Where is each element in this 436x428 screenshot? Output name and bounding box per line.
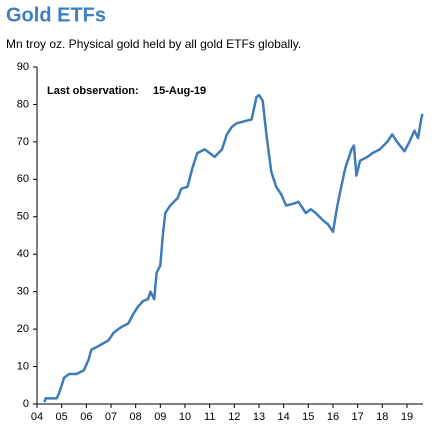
x-tick-label: 15 [302, 411, 314, 423]
x-tick-label: 14 [278, 411, 290, 423]
chart-subtitle: Mn troy oz. Physical gold held by all go… [6, 37, 301, 51]
y-tick-label: 20 [17, 323, 29, 335]
chart-title: Gold ETFs [6, 4, 106, 26]
x-tick-label: 09 [154, 411, 166, 423]
series-line [43, 93, 424, 403]
y-tick-label: 90 [17, 61, 29, 73]
y-tick-label: 60 [17, 173, 29, 185]
y-tick-label: 10 [17, 360, 29, 372]
x-tick-label: 16 [327, 411, 339, 423]
annotation: Last observation: [47, 85, 139, 97]
x-tick-label: 06 [80, 411, 92, 423]
x-tick-label: 13 [253, 411, 265, 423]
x-tick-label: 11 [204, 411, 215, 423]
x-tick-label: 12 [228, 411, 240, 423]
x-tick-label: 18 [376, 411, 388, 423]
x-tick-label: 08 [130, 411, 142, 423]
x-tick-label: 17 [352, 411, 364, 423]
x-tick-label: 10 [179, 411, 191, 423]
x-tick-label: 19 [401, 411, 413, 423]
x-tick-label: 04 [31, 411, 43, 423]
y-tick-label: 0 [23, 398, 29, 410]
y-tick-label: 40 [17, 248, 29, 260]
y-tick-label: 70 [17, 136, 29, 148]
y-tick-label: 30 [17, 286, 29, 298]
x-tick-label: 07 [105, 411, 117, 423]
x-tick-label: 05 [56, 411, 68, 423]
y-tick-label: 50 [17, 211, 29, 223]
y-tick-label: 80 [17, 98, 29, 110]
annotation: 15-Aug-19 [153, 85, 206, 97]
